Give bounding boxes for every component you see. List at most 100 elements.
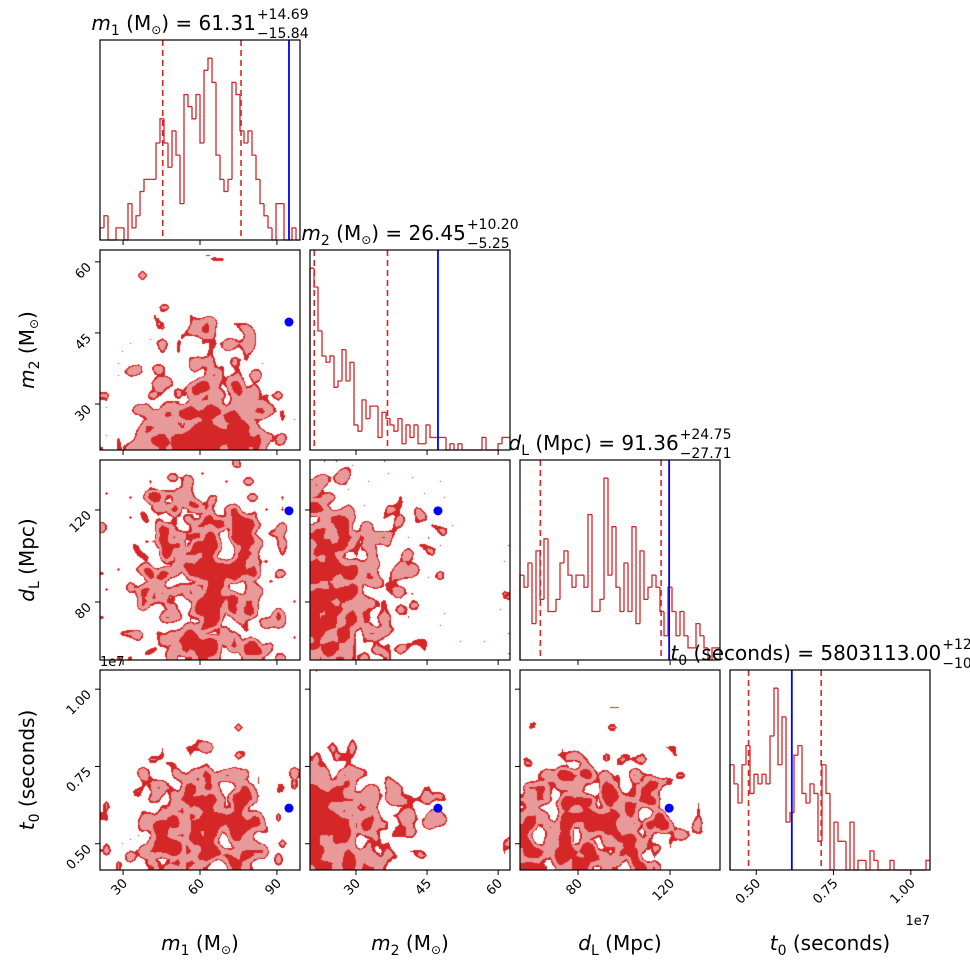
y-tick-label: 0.75 <box>64 765 95 796</box>
truth-point <box>433 506 443 516</box>
hist-bin <box>247 130 252 144</box>
hist-bin <box>139 190 144 216</box>
hist-bin <box>741 764 746 804</box>
hist-bin <box>667 586 672 636</box>
title-unit-symbol: ⊙ <box>151 23 161 37</box>
hist-bin <box>381 411 386 438</box>
hist-bin <box>639 550 644 624</box>
hist-bin <box>925 859 930 870</box>
x-tick-label: 30 <box>109 876 131 898</box>
hist-bin <box>191 106 196 120</box>
hist-bin <box>135 215 140 228</box>
hist-bin <box>785 716 790 823</box>
hist-bin <box>183 93 188 204</box>
y-tick-label: 120 <box>67 508 95 536</box>
scatter-panel-m1-t0: 0.50 0.75 1.00 30 60 90 <box>64 669 301 899</box>
hist-bin <box>251 130 256 156</box>
title-main: dL (Mpc) = 91.36 <box>509 431 679 459</box>
panel-title-t0: t0 (seconds) = 5803113.00+1299 −105 <box>670 637 970 672</box>
panel-frame <box>729 669 931 871</box>
scatter-panel-m2-t0: 30 45 60 <box>305 669 511 899</box>
title-unit: (seconds) <box>687 641 791 665</box>
hist-bin <box>683 611 688 637</box>
y-tick-label: 45 <box>73 331 95 353</box>
hist-bin <box>291 227 296 240</box>
title-variable: t <box>670 641 679 665</box>
hist-bin <box>171 130 176 168</box>
hist-bin <box>651 574 656 588</box>
hist-bin <box>687 635 692 649</box>
x-tick-label: 90 <box>262 876 284 898</box>
hist-bin <box>821 764 826 842</box>
x-axis-label-t0: t0 (seconds) <box>770 931 890 959</box>
hist-bin <box>211 58 216 84</box>
hist-bin <box>167 143 172 168</box>
hist-bin <box>773 687 778 737</box>
panel-title-dL: dL (Mpc) = 91.36 +24.75 −27.71 <box>509 427 732 462</box>
x-tick-label: 1.00 <box>888 876 919 907</box>
hist-bin <box>659 587 664 613</box>
hist-bin <box>223 179 228 193</box>
hist-bin <box>429 424 434 439</box>
y-axis-label-m2: m2 (M⊙) <box>15 311 43 389</box>
title-subscript: 2 <box>321 233 330 249</box>
hist-bin <box>703 635 708 649</box>
hist-bin <box>333 355 338 388</box>
hist-bin <box>663 611 668 637</box>
label-variable: t <box>15 821 39 830</box>
hist-bin <box>317 286 322 332</box>
hist-bin <box>733 764 738 785</box>
y-offset-text-t0: 1e7 <box>100 655 125 670</box>
title-main: m1 (M⊙) = 61.31 <box>91 11 255 39</box>
panel-frame <box>99 249 301 451</box>
y-axis-label-t0: t0 (seconds) <box>15 710 43 830</box>
x-axis-label-m2: m2 (M⊙) <box>371 931 449 959</box>
hist-bin <box>361 399 366 432</box>
hist-bin <box>749 745 754 795</box>
title-plus-error: +24.75 <box>680 427 732 443</box>
hist-bin <box>401 418 406 445</box>
hist-bin <box>425 424 430 444</box>
hist-bin <box>765 774 770 785</box>
hist-bin <box>449 443 454 450</box>
hist-bin <box>711 647 716 660</box>
hist-bin <box>543 538 548 600</box>
hist-bin <box>793 754 798 813</box>
hist-bin <box>603 477 608 600</box>
panel-frame <box>99 39 301 241</box>
y-tick-label: 80 <box>73 600 95 622</box>
label-variable: m <box>15 369 39 388</box>
contour-dL-t0 <box>520 670 720 870</box>
x-tick-label: 120 <box>650 876 678 904</box>
title-subscript: L <box>521 443 529 459</box>
x-tick-label: 30 <box>341 876 363 898</box>
label-unit: (Mpc) <box>599 931 662 955</box>
truth-point <box>284 803 294 813</box>
hist-bin <box>631 526 636 612</box>
hist-bin <box>813 783 818 795</box>
panel-frame <box>519 669 721 871</box>
panel-title-m1: m1 (M⊙) = 61.31 +14.69 −15.84 <box>91 7 308 42</box>
hist-bin <box>239 94 244 132</box>
hist-bin <box>405 424 410 444</box>
hist-bin <box>781 716 786 765</box>
title-unit-close: ) <box>161 11 169 35</box>
hist-bin <box>559 562 564 600</box>
label-unit: (seconds) <box>787 931 891 955</box>
hist-bin <box>611 526 616 576</box>
hist-bin <box>345 349 350 382</box>
hist-bin <box>275 202 280 240</box>
label-subscript: L <box>591 943 599 959</box>
hist-bin <box>179 155 184 205</box>
hist-bin <box>243 130 248 144</box>
hist-bin <box>457 443 462 450</box>
hist-bin <box>159 118 164 144</box>
hist-bin <box>849 821 854 870</box>
hist-bin <box>377 406 382 439</box>
histogram-panel-dL <box>519 459 721 665</box>
hist-bin <box>619 587 624 613</box>
hist-bin <box>623 562 628 612</box>
hist-bin <box>219 155 224 181</box>
hist-bin <box>103 215 108 228</box>
y-tick-label: 60 <box>73 260 95 282</box>
